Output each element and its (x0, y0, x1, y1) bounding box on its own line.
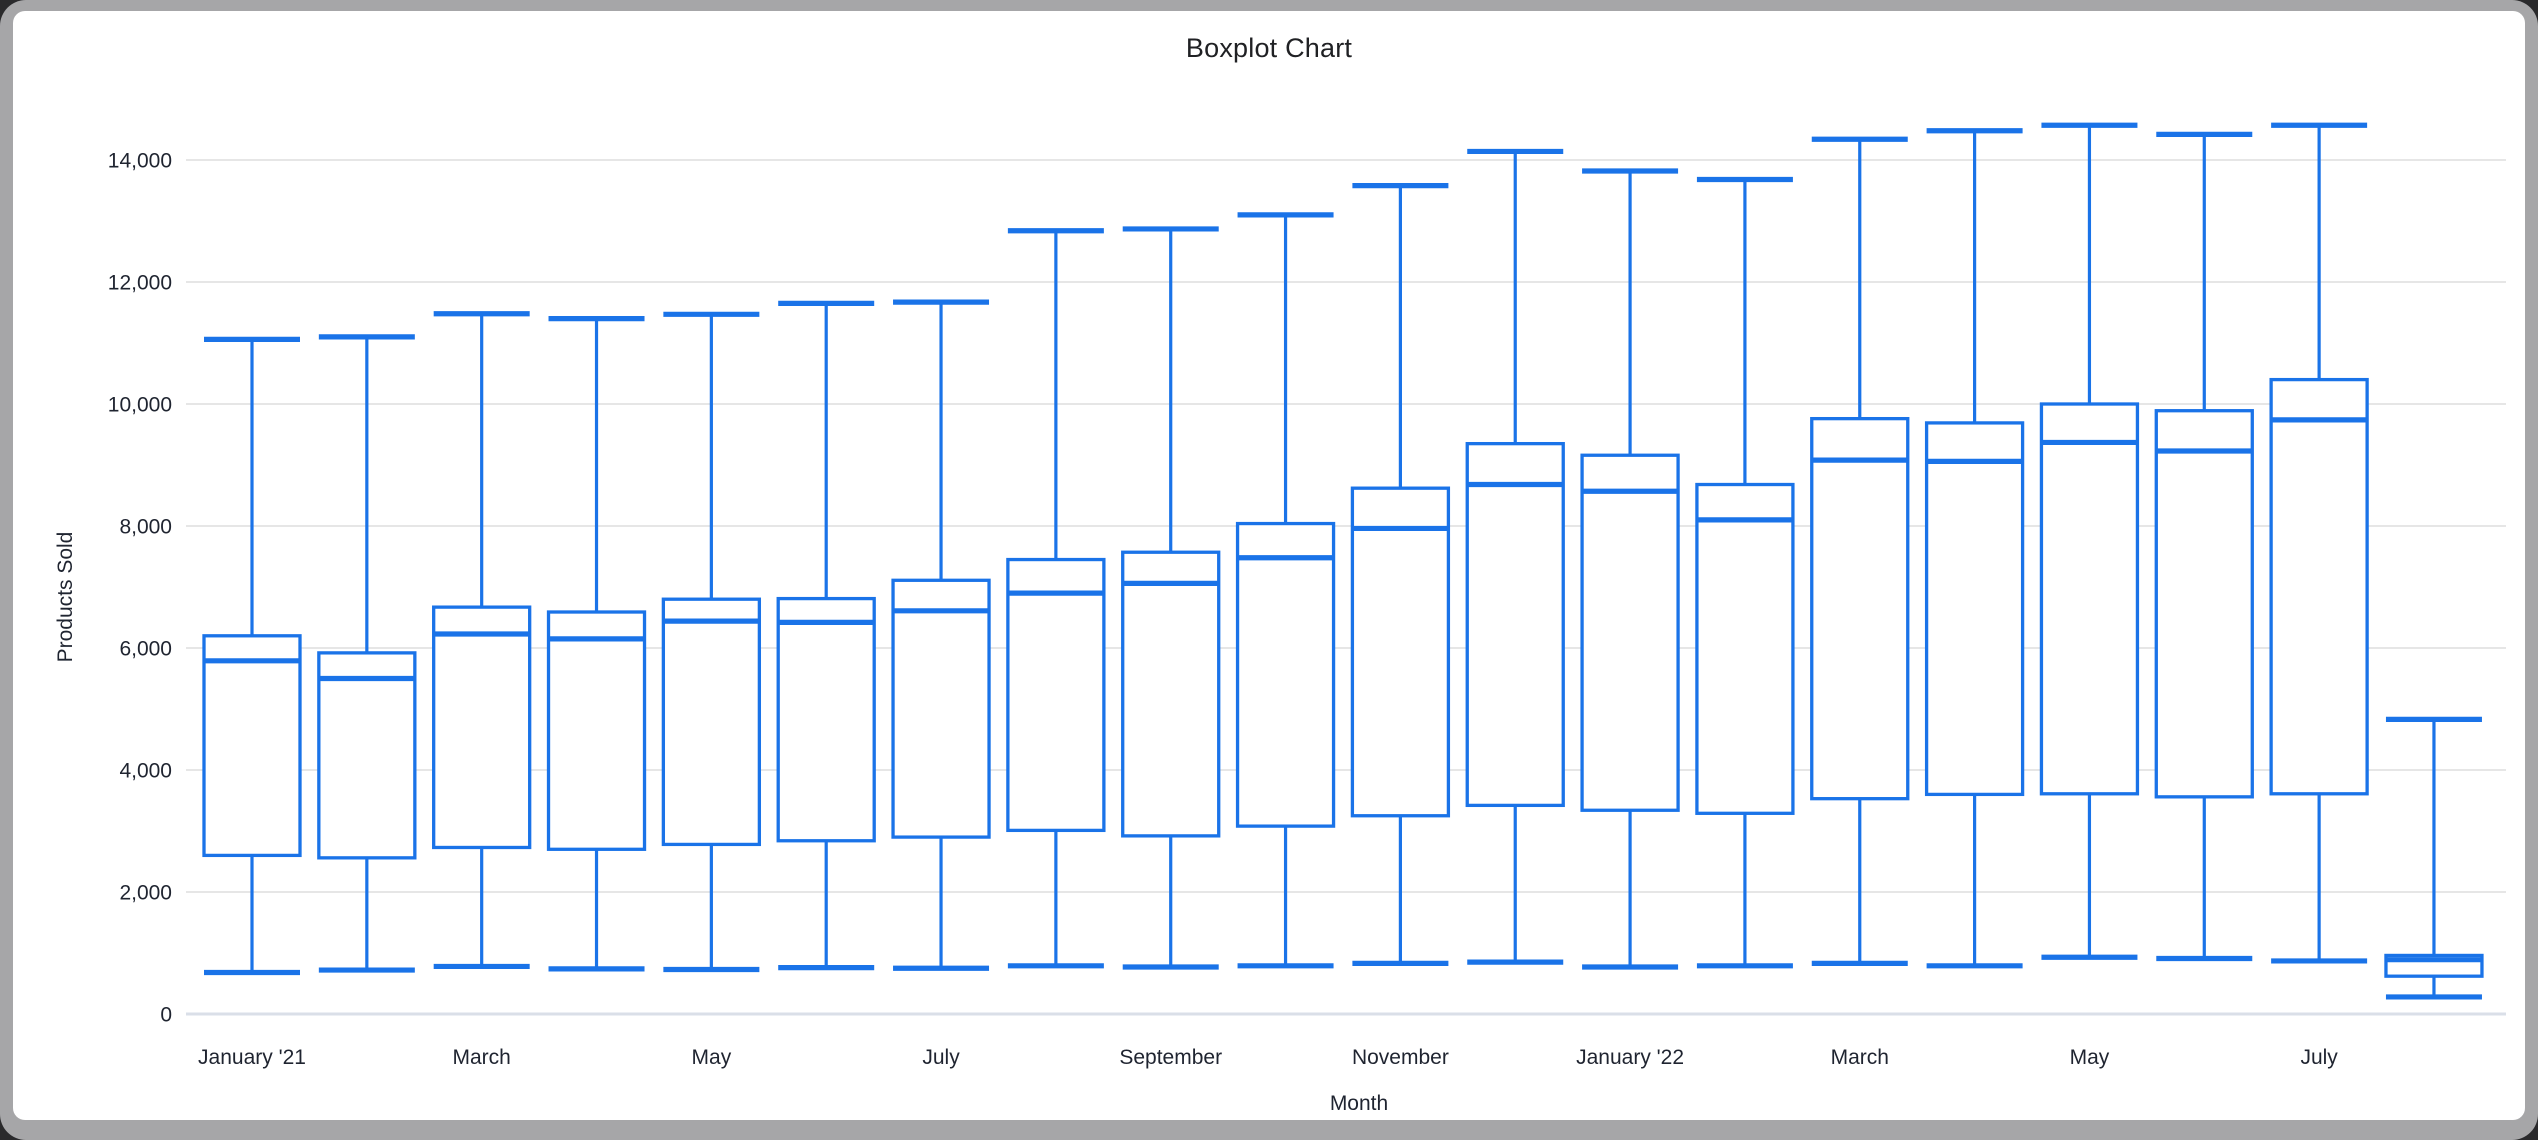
boxplot-april-22[interactable] (1924, 128, 2025, 969)
y-tick-label: 12,000 (108, 272, 172, 295)
iqr-box (1235, 521, 1336, 828)
boxplot-may-21[interactable] (661, 311, 762, 973)
boxplot-august-22[interactable] (2384, 716, 2484, 1000)
iqr-box (2154, 409, 2254, 799)
boxplot-december-21[interactable] (1465, 148, 1565, 965)
iqr-box (1350, 486, 1451, 818)
iqr-box (317, 651, 417, 860)
iqr-box (891, 578, 991, 839)
boxplot-september-21[interactable] (1121, 226, 1221, 970)
iqr-box (546, 610, 647, 851)
y-tick-label: 10,000 (108, 394, 172, 417)
boxplot-february-22[interactable] (1695, 176, 1795, 969)
iqr-box (1924, 421, 2025, 797)
boxplot-august-21[interactable] (1006, 228, 1106, 969)
y-tick-label: 0 (160, 1004, 172, 1027)
boxplot-may-22[interactable] (2039, 122, 2140, 960)
iqr-box (776, 596, 876, 843)
x-tick-label: May (2070, 1046, 2110, 1069)
chart-card: Boxplot Chart Products Sold Month 0 2,000… (13, 11, 2525, 1120)
chart-title: Boxplot Chart (1185, 33, 1353, 63)
iqr-box (661, 597, 762, 847)
boxplot-july-22[interactable] (2269, 122, 2369, 964)
y-tick-label: 2,000 (119, 882, 172, 905)
x-tick-label: March (453, 1046, 511, 1069)
boxplot-april-21[interactable] (546, 316, 647, 972)
boxplot-february-21[interactable] (317, 334, 417, 973)
iqr-box (1695, 482, 1795, 815)
boxplot-january-22[interactable] (1580, 168, 1680, 970)
iqr-box (432, 605, 532, 850)
boxplot-october-21[interactable] (1235, 212, 1336, 969)
x-tick-label: November (1352, 1046, 1449, 1069)
x-tick-label: January '21 (198, 1046, 306, 1069)
boxplot-june-21[interactable] (776, 300, 876, 971)
boxplot-march-22[interactable] (1810, 136, 1910, 966)
iqr-box (1810, 416, 1910, 801)
iqr-box (1121, 550, 1221, 838)
boxplot-july-21[interactable] (891, 299, 991, 971)
iqr-box (1465, 441, 1565, 808)
x-axis-title: Month (1329, 1092, 1389, 1115)
boxplot-june-22[interactable] (2154, 131, 2254, 962)
iqr-box (2269, 377, 2369, 796)
y-tick-label: 6,000 (119, 638, 172, 661)
x-tick-label: March (1831, 1046, 1889, 1069)
x-tick-label: January '22 (1576, 1046, 1684, 1069)
x-tick-label: September (1119, 1046, 1222, 1069)
iqr-box (2039, 402, 2140, 796)
boxplot-march-21[interactable] (432, 311, 532, 970)
y-tick-label: 14,000 (108, 150, 172, 173)
x-tick-label: July (922, 1046, 960, 1069)
x-tick-label: May (692, 1046, 732, 1069)
x-tick-label: July (2300, 1046, 2338, 1069)
y-tick-label: 4,000 (119, 760, 172, 783)
iqr-box (202, 634, 302, 858)
y-tick-label: 8,000 (119, 516, 172, 539)
iqr-box (1580, 453, 1680, 812)
iqr-box (1006, 557, 1106, 833)
boxplot-november-21[interactable] (1350, 183, 1451, 966)
boxplot-january-21[interactable] (202, 336, 302, 976)
